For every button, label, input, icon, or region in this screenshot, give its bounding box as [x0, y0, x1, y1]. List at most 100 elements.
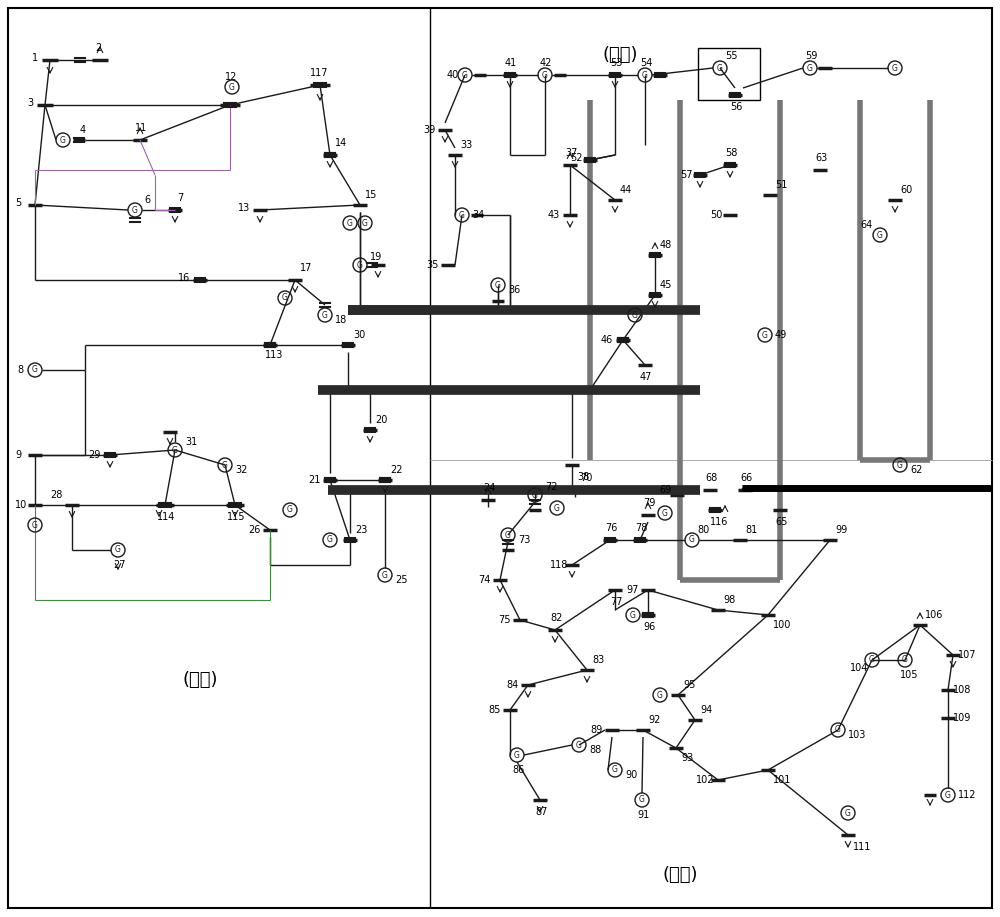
Text: G: G	[172, 446, 178, 455]
Text: 106: 106	[925, 610, 943, 620]
Text: 55: 55	[725, 51, 738, 61]
Text: G: G	[459, 211, 465, 219]
Text: 111: 111	[853, 842, 871, 852]
Text: 3: 3	[27, 98, 33, 108]
Text: 50: 50	[710, 210, 722, 220]
Text: 113: 113	[265, 350, 283, 360]
Text: G: G	[689, 536, 695, 545]
Text: 60: 60	[900, 185, 912, 195]
Text: 68: 68	[705, 473, 717, 483]
Text: G: G	[495, 281, 501, 290]
Text: 26: 26	[248, 525, 260, 535]
Text: G: G	[462, 71, 468, 80]
Text: 8: 8	[17, 365, 23, 375]
Text: 42: 42	[540, 58, 552, 68]
Text: 77: 77	[610, 597, 622, 607]
Text: 63: 63	[815, 153, 827, 163]
Text: G: G	[845, 809, 851, 817]
Text: 49: 49	[775, 330, 787, 340]
Text: 115: 115	[227, 512, 246, 522]
Text: G: G	[60, 136, 66, 145]
Text: 53: 53	[610, 58, 622, 68]
Text: G: G	[32, 366, 38, 374]
Text: G: G	[662, 509, 668, 517]
Text: G: G	[807, 63, 813, 72]
Text: 10: 10	[15, 500, 27, 510]
Text: 118: 118	[550, 560, 568, 570]
Text: 85: 85	[488, 705, 500, 715]
Text: 84: 84	[506, 680, 518, 690]
Text: 94: 94	[700, 705, 712, 715]
Text: 74: 74	[478, 575, 490, 585]
Text: G: G	[115, 546, 121, 555]
Text: G: G	[945, 790, 951, 800]
Text: 75: 75	[498, 615, 511, 625]
Text: (二区): (二区)	[602, 46, 638, 64]
Text: 90: 90	[625, 770, 637, 780]
Text: 103: 103	[848, 730, 866, 740]
Text: 83: 83	[592, 655, 604, 665]
Text: 66: 66	[740, 473, 752, 483]
Text: G: G	[762, 330, 768, 339]
Text: 30: 30	[353, 330, 365, 340]
Text: G: G	[32, 521, 38, 529]
Text: G: G	[554, 503, 560, 513]
Text: 104: 104	[850, 663, 868, 673]
Text: (一区): (一区)	[182, 671, 218, 689]
Text: 5: 5	[15, 198, 21, 208]
Text: G: G	[639, 796, 645, 804]
Text: 34: 34	[472, 210, 484, 220]
Text: 29: 29	[88, 450, 100, 460]
Text: 99: 99	[835, 525, 847, 535]
Text: 92: 92	[648, 715, 660, 725]
Text: 25: 25	[395, 575, 408, 585]
Text: G: G	[576, 741, 582, 749]
Text: 87: 87	[535, 807, 547, 817]
Text: 1: 1	[32, 53, 38, 63]
Text: G: G	[612, 766, 618, 775]
Text: 100: 100	[773, 620, 791, 630]
Text: 12: 12	[225, 72, 237, 82]
Text: 11: 11	[135, 123, 147, 133]
Text: 59: 59	[805, 51, 817, 61]
Text: 62: 62	[910, 465, 922, 475]
Text: 79: 79	[643, 498, 655, 508]
Text: 56: 56	[730, 102, 742, 112]
Text: G: G	[362, 218, 368, 227]
Text: 114: 114	[157, 512, 175, 522]
Text: 102: 102	[696, 775, 714, 785]
Text: 65: 65	[775, 517, 787, 527]
Text: G: G	[229, 83, 235, 92]
Text: 44: 44	[620, 185, 632, 195]
Text: 9: 9	[15, 450, 21, 460]
Text: 21: 21	[308, 475, 320, 485]
Text: G: G	[877, 230, 883, 239]
Text: 31: 31	[185, 437, 197, 447]
Text: 80: 80	[697, 525, 709, 535]
Text: G: G	[287, 505, 293, 514]
Text: G: G	[869, 656, 875, 665]
Text: 15: 15	[365, 190, 377, 200]
Text: 32: 32	[235, 465, 247, 475]
Text: 107: 107	[958, 650, 976, 660]
Text: 22: 22	[390, 465, 403, 475]
Text: G: G	[902, 656, 908, 665]
Text: 33: 33	[460, 140, 472, 150]
Text: G: G	[717, 63, 723, 72]
Text: G: G	[132, 205, 138, 215]
Text: G: G	[222, 460, 228, 470]
Text: 116: 116	[710, 517, 728, 527]
Text: 23: 23	[355, 525, 367, 535]
Text: G: G	[630, 611, 636, 620]
Text: 81: 81	[745, 525, 757, 535]
Bar	[698, 48, 760, 100]
Text: G: G	[657, 691, 663, 700]
Text: 82: 82	[550, 613, 562, 623]
Text: 88: 88	[589, 745, 601, 755]
Text: 16: 16	[178, 273, 190, 283]
Text: 41: 41	[505, 58, 517, 68]
Text: 86: 86	[512, 765, 524, 775]
Text: G: G	[532, 491, 538, 500]
Text: 47: 47	[640, 372, 652, 382]
Text: G: G	[542, 71, 548, 80]
